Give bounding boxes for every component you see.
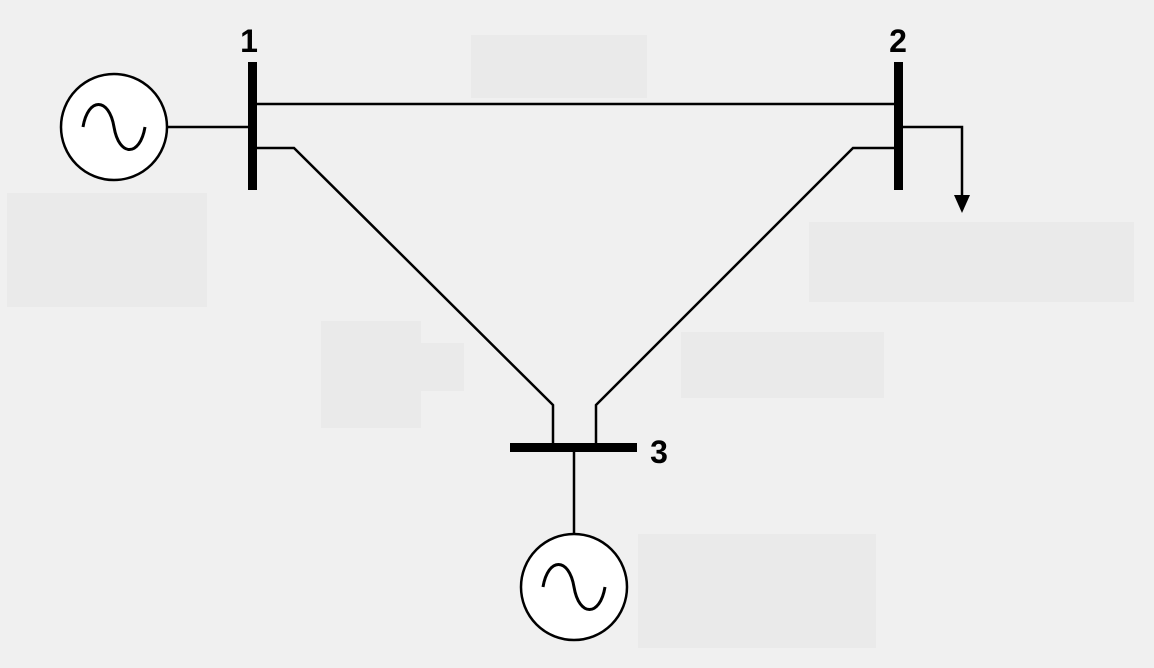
masked-regions (7, 35, 1134, 648)
load-arrow-icon (899, 125, 970, 213)
buses (248, 62, 903, 452)
generator-3 (519, 532, 629, 642)
bus-3-bar (510, 443, 637, 452)
masked-region (809, 222, 1134, 302)
masked-region (638, 534, 876, 648)
line-1-3 (253, 146, 555, 447)
ac-generator-icon (519, 532, 629, 642)
bus-2-label: 2 (889, 23, 907, 59)
masked-region (421, 343, 464, 391)
bus-3-label: 3 (650, 434, 668, 470)
masked-region (681, 332, 884, 398)
bus-1-bar (248, 62, 257, 190)
bus-1-label: 1 (240, 23, 258, 59)
line-2-3 (594, 146, 899, 447)
bus-2-bar (894, 62, 903, 190)
masked-region (321, 321, 421, 428)
generator-1 (59, 72, 169, 182)
masked-region (7, 193, 207, 307)
masked-region (471, 35, 647, 98)
ac-generator-icon (59, 72, 169, 182)
transmission-lines (168, 102, 899, 533)
